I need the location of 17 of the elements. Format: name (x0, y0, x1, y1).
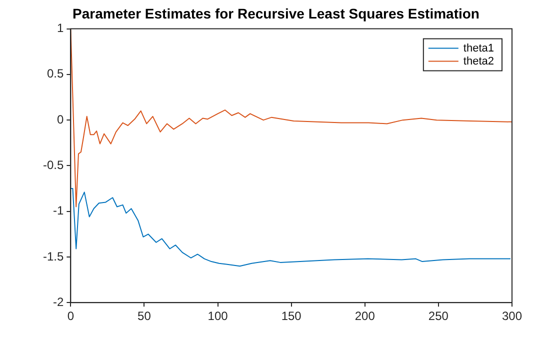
y-tick-label: -1 (53, 204, 64, 218)
legend-label: theta1 (463, 42, 494, 54)
y-tick-label: 0.5 (46, 66, 64, 81)
x-tick-label: 0 (67, 309, 74, 324)
x-tick-label: 50 (138, 309, 152, 324)
x-tick-label: 100 (208, 309, 228, 324)
x-tick-label: 250 (428, 309, 449, 324)
y-tick-label: -0.5 (42, 158, 64, 172)
x-tick-label: 300 (502, 309, 522, 324)
y-tick-label: -1.5 (42, 249, 64, 264)
y-tick-label: -2 (53, 294, 64, 309)
y-tick-label: 0 (56, 112, 64, 126)
x-tick-label: 200 (354, 309, 376, 324)
x-tick-label: 150 (281, 309, 302, 324)
chart-title: Parameter Estimates for Recursive Least Squares Estimation (72, 5, 480, 22)
y-tick-label: 1 (56, 21, 64, 36)
legend-label: theta2 (463, 55, 494, 68)
